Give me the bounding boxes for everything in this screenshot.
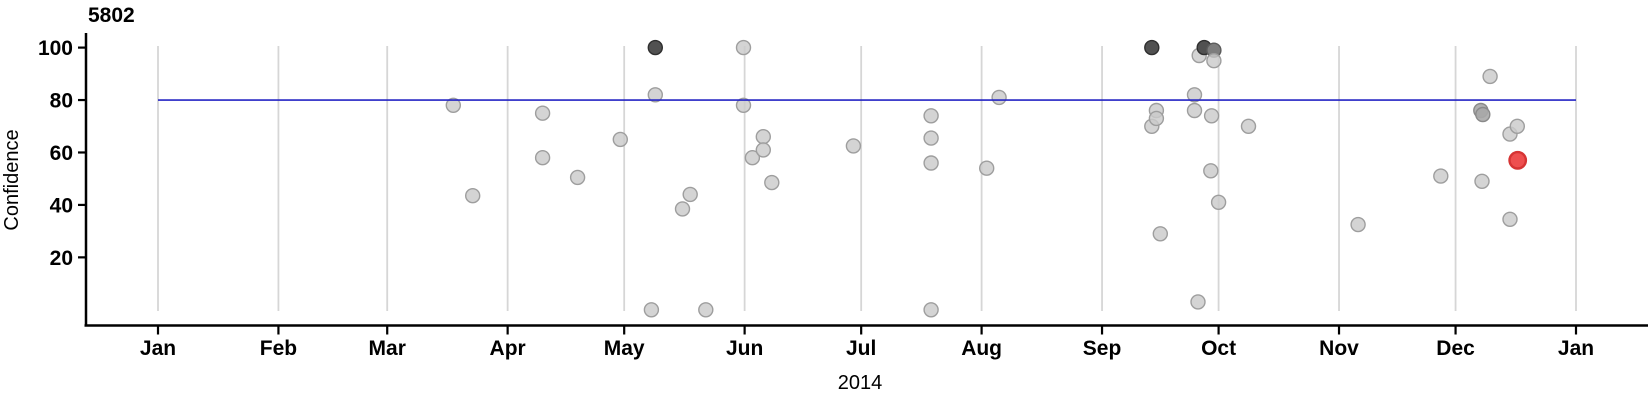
data-point <box>991 89 1007 106</box>
data-points <box>445 39 1528 318</box>
x-tick-label: Aug <box>961 337 1002 360</box>
data-point <box>755 142 771 158</box>
data-point <box>735 97 752 114</box>
x-tick-label: Oct <box>1201 337 1236 360</box>
x-tick-label: Sep <box>1083 337 1122 360</box>
x-tick-label: Mar <box>369 337 406 360</box>
data-point <box>923 302 939 318</box>
y-tick-label: 20 <box>50 247 73 270</box>
data-point <box>1502 211 1518 228</box>
data-point <box>845 138 862 154</box>
data-point <box>744 149 761 166</box>
y-tick-label: 100 <box>38 37 73 60</box>
data-point <box>1152 226 1169 242</box>
data-point <box>647 39 663 56</box>
data-point <box>1475 106 1491 123</box>
axis-labels: Jan Feb Mar Apr May Jun Jul Aug Sep Oct Nov Dec Jan 2… <box>1 37 1594 394</box>
data-point <box>1144 39 1160 56</box>
data-point <box>1148 110 1165 127</box>
x-tick-label: Apr <box>490 337 526 360</box>
data-point <box>1203 108 1220 124</box>
x-tick-label: May <box>604 337 645 360</box>
data-point <box>534 149 551 166</box>
x-tick-label: Jan <box>140 337 176 360</box>
y-tick-label: 40 <box>50 194 73 217</box>
data-point <box>1433 168 1449 184</box>
x-tick-label: Jul <box>846 337 876 360</box>
x-tick-label: Jan <box>1558 337 1594 360</box>
x-tick-label: Feb <box>260 337 297 360</box>
data-point <box>1509 118 1526 135</box>
data-point <box>674 201 691 217</box>
data-point <box>1482 68 1498 85</box>
data-point <box>698 302 714 318</box>
data-point <box>735 39 752 56</box>
data-point <box>465 187 481 204</box>
data-point <box>1186 102 1203 119</box>
x-tick-label: Dec <box>1436 337 1475 360</box>
gridlines <box>157 46 1577 311</box>
data-point <box>569 169 586 186</box>
data-point <box>1206 53 1222 69</box>
data-point <box>923 130 939 146</box>
y-axis-title: Confidence <box>1 129 23 230</box>
axes <box>78 33 1648 335</box>
data-point <box>1240 118 1257 135</box>
data-point <box>923 155 939 171</box>
data-point <box>445 97 461 114</box>
data-point <box>923 108 939 124</box>
data-point <box>1350 216 1366 233</box>
data-point <box>755 128 771 145</box>
data-point <box>1210 194 1227 211</box>
x-axis-title: 2014 <box>838 372 883 394</box>
data-point <box>1474 173 1490 190</box>
data-point <box>1190 294 1206 310</box>
data-point <box>1203 163 1219 179</box>
highlighted-data-point <box>1508 150 1528 170</box>
y-tick-label: 80 <box>50 90 73 113</box>
y-tick-label: 60 <box>50 142 73 165</box>
chart-title: 5802 <box>88 4 135 27</box>
data-point <box>1186 87 1203 103</box>
x-tick-label: Jun <box>726 337 763 360</box>
data-point <box>647 87 663 103</box>
data-point <box>612 131 628 148</box>
x-tick-label: Nov <box>1319 337 1359 360</box>
data-point <box>643 302 660 318</box>
data-point <box>534 105 551 121</box>
data-point <box>764 174 780 191</box>
data-point <box>979 160 995 176</box>
data-point <box>682 186 698 203</box>
